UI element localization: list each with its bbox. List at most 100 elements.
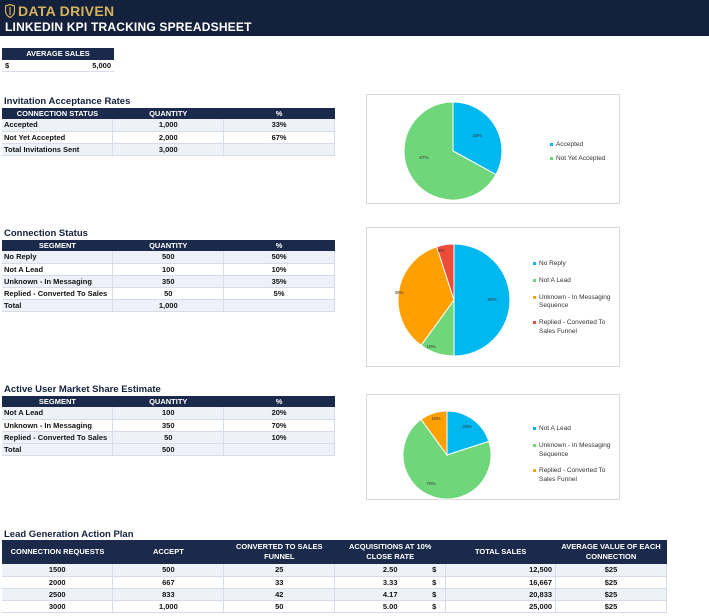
legend-swatch xyxy=(533,443,536,447)
pie-slice[interactable] xyxy=(446,410,490,456)
cell[interactable]: 3000 xyxy=(2,600,114,613)
cell[interactable]: 25 xyxy=(223,564,336,577)
pie-data-label: 50% xyxy=(487,297,496,302)
cell[interactable]: 500 xyxy=(112,443,225,456)
legend-item[interactable]: Unknown - In Messaging Sequence xyxy=(533,294,619,312)
lead-plan-title: Lead Generation Action Plan xyxy=(4,529,134,540)
table-row: 2000 667 33 3.33 $16,667 $25 xyxy=(2,576,667,589)
lead-plan-table: CONNECTION REQUESTS ACCEPT CONVERTED TO … xyxy=(2,540,667,613)
legend-swatch xyxy=(533,321,536,325)
cell[interactable] xyxy=(223,299,335,312)
chart-connection[interactable]: 50% 10% 35% 5% No Reply Not A Lead Unknown - … xyxy=(366,227,620,367)
cell[interactable]: Replied - Converted To Sales xyxy=(2,287,114,300)
cell[interactable]: 4.17 xyxy=(334,588,447,601)
cell[interactable]: 500 xyxy=(112,251,225,264)
legend-swatch xyxy=(533,295,536,299)
cell[interactable]: Accepted xyxy=(2,119,114,132)
cell[interactable]: 50 xyxy=(112,287,225,300)
cell[interactable]: 50 xyxy=(112,431,225,444)
cell[interactable]: Replied - Converted To Sales xyxy=(2,431,114,444)
table-row-total: Total 500 xyxy=(2,443,335,456)
cell[interactable]: 2000 xyxy=(2,576,114,589)
cell[interactable]: 1,000 xyxy=(112,600,225,613)
chart-invitation[interactable]: 33% 67% Accepted Not Yet Accepted xyxy=(366,94,620,204)
cell[interactable]: 500 xyxy=(112,564,225,577)
cell[interactable]: 5% xyxy=(223,287,335,300)
cell[interactable]: Not A Lead xyxy=(2,407,114,420)
cell[interactable]: $25 xyxy=(555,576,667,589)
legend-swatch xyxy=(533,262,536,265)
cell[interactable]: 350 xyxy=(112,275,225,288)
legend-item[interactable]: Accepted xyxy=(550,141,620,150)
table-row: Not A Lead 100 20% xyxy=(2,407,335,420)
cell[interactable]: 1,000 xyxy=(112,299,225,312)
cell[interactable]: Unknown - In Messaging xyxy=(2,419,114,432)
cell[interactable]: Not A Lead xyxy=(2,263,114,276)
cell[interactable]: 20% xyxy=(223,407,335,420)
cell[interactable]: Not Yet Accepted xyxy=(2,131,114,144)
cell[interactable] xyxy=(223,443,335,456)
cell[interactable]: $25 xyxy=(555,588,667,601)
legend-item[interactable]: Not A Lead xyxy=(533,425,619,434)
legend-label: Accepted xyxy=(556,141,584,148)
cell[interactable]: 50 xyxy=(223,600,336,613)
cell[interactable]: 2.50 xyxy=(334,564,447,577)
cell-total-sales[interactable]: $20,833 xyxy=(432,588,557,601)
table-row: Not A Lead 100 10% xyxy=(2,263,335,276)
cell[interactable]: $25 xyxy=(555,600,667,613)
cell[interactable]: 33% xyxy=(223,119,335,132)
cell[interactable]: 50% xyxy=(223,251,335,264)
pie-slice[interactable] xyxy=(453,243,511,357)
pie-slice[interactable] xyxy=(420,410,448,457)
cell[interactable]: Unknown - In Messaging xyxy=(2,275,114,288)
cell[interactable]: 70% xyxy=(223,419,335,432)
cell[interactable]: 3.33 xyxy=(334,576,447,589)
average-sales-cell[interactable]: $ 5,000 xyxy=(2,60,114,72)
cell[interactable]: $25 xyxy=(555,564,667,577)
cell[interactable]: 67% xyxy=(223,131,335,144)
cell[interactable]: 833 xyxy=(112,588,225,601)
cell-total-sales[interactable]: $12,500 xyxy=(432,564,557,577)
cell[interactable]: 10% xyxy=(223,431,335,444)
legend-item[interactable]: Not A Lead xyxy=(533,277,619,286)
pie-data-label: 5% xyxy=(438,248,445,253)
legend-swatch xyxy=(533,278,536,282)
legend-item[interactable]: No Reply xyxy=(533,260,619,269)
cell[interactable]: 2,000 xyxy=(112,131,225,144)
cell[interactable]: 3,000 xyxy=(112,143,225,156)
cell[interactable]: 667 xyxy=(112,576,225,589)
cell-total-sales[interactable]: $25,000 xyxy=(432,600,557,613)
pie-slice[interactable] xyxy=(402,418,492,500)
pie-slice[interactable] xyxy=(436,243,455,301)
legend-label: Replied - Converted To Sales Funnel xyxy=(539,319,606,335)
legend-item[interactable]: Replied - Converted To Sales Funnel xyxy=(533,319,619,337)
pie-slice[interactable] xyxy=(397,246,455,347)
cell-total-sales[interactable]: $16,667 xyxy=(432,576,557,589)
cell[interactable]: 1500 xyxy=(2,564,114,577)
cell[interactable]: Total xyxy=(2,299,114,312)
cell[interactable]: No Reply xyxy=(2,251,114,264)
cell[interactable]: Total xyxy=(2,443,114,456)
table-row: 1500 500 25 2.50 $12,500 $25 xyxy=(2,564,667,577)
legend-item[interactable]: Not Yet Accepted xyxy=(550,155,620,164)
cell[interactable]: 1,000 xyxy=(112,119,225,132)
cell[interactable]: 5.00 xyxy=(334,600,447,613)
cell[interactable]: 42 xyxy=(223,588,336,601)
pie-slice[interactable] xyxy=(403,101,497,201)
cell[interactable]: 35% xyxy=(223,275,335,288)
cell[interactable]: 2500 xyxy=(2,588,114,601)
legend-item[interactable]: Replied - Converted To Sales Funnel xyxy=(533,467,619,485)
currency-symbol: $ xyxy=(432,601,437,611)
legend-label: Not A Lead xyxy=(539,425,571,432)
cell[interactable]: Total Invitations Sent xyxy=(2,143,114,156)
cell[interactable] xyxy=(223,143,335,156)
cell[interactable]: 100 xyxy=(112,263,225,276)
cell[interactable]: 100 xyxy=(112,407,225,420)
cell[interactable]: 350 xyxy=(112,419,225,432)
cell[interactable]: 33 xyxy=(223,576,336,589)
cell[interactable]: 10% xyxy=(223,263,335,276)
chart-market[interactable]: 20% 70% 10% Not A Lead Unknown - In Messagi… xyxy=(366,394,620,500)
legend-item[interactable]: Unknown - In Messaging Sequence xyxy=(533,442,619,460)
legend-label: Unknown - In Messaging Sequence xyxy=(539,293,611,310)
pie-slice[interactable] xyxy=(452,101,503,176)
